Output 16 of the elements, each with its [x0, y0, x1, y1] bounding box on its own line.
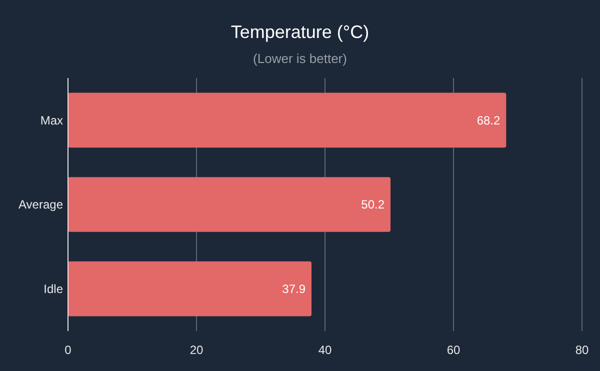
data-label: 50.2	[361, 198, 385, 212]
data-label: 68.2	[476, 113, 501, 128]
x-tick-label: 60	[446, 343, 460, 358]
chart-subtitle: (Lower is better)	[253, 51, 347, 66]
x-tick-label: 0	[64, 343, 72, 358]
y-tick-label: Idle	[44, 282, 64, 296]
data-label: 37.9	[282, 282, 306, 296]
x-tick-label: 40	[318, 343, 332, 358]
y-tick-label: Average	[18, 198, 64, 212]
x-tick-label: 80	[575, 343, 589, 358]
chart-title: Temperature (°C)	[230, 22, 370, 42]
bar	[68, 261, 312, 316]
y-tick-label: Max	[40, 113, 63, 128]
bar	[68, 177, 391, 232]
bar	[68, 92, 506, 148]
x-tick-label: 20	[190, 343, 204, 358]
